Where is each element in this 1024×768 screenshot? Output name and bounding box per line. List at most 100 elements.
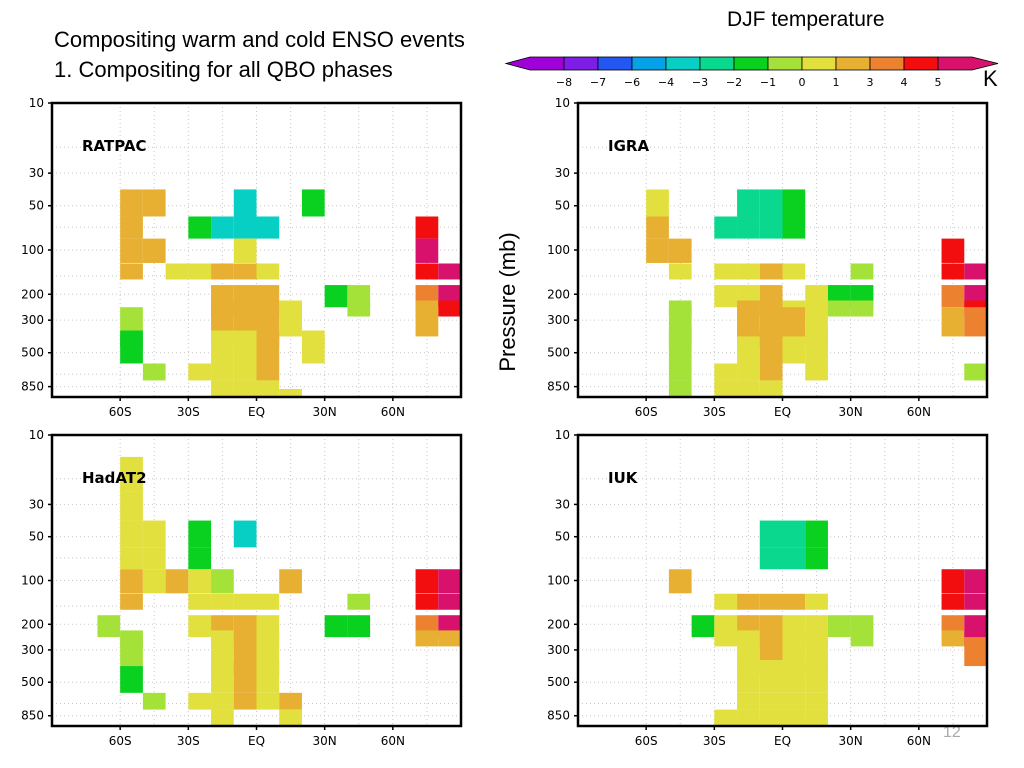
y-tick-label: 100 (547, 243, 570, 257)
colorbar-label: −7 (590, 76, 606, 89)
heatmap-cell (737, 189, 760, 217)
x-tick-label: 60N (907, 405, 931, 419)
y-tick-label: 50 (29, 199, 44, 213)
heatmap-cell (782, 189, 806, 217)
colorbar-bin (665, 56, 701, 71)
heatmap-cell (256, 336, 280, 364)
y-tick-label: 850 (547, 709, 570, 723)
heatmap-cell (850, 300, 874, 317)
heatmap-cell (759, 380, 783, 397)
x-tick-label: 30S (177, 734, 200, 748)
heatmap-cell (438, 630, 461, 647)
slide-title: Compositing warm and cold ENSO events (54, 27, 465, 52)
colorbar-bin (504, 56, 565, 71)
heatmap-cell (142, 692, 166, 710)
colorbar-title: DJF temperature (727, 8, 885, 31)
x-tick-label: 30S (703, 405, 726, 419)
heatmap-cell (737, 263, 760, 280)
heatmap-cell (782, 666, 806, 693)
heatmap-cell (805, 666, 828, 693)
heatmap-cell (646, 189, 669, 217)
heatmap-cell (737, 336, 760, 364)
y-tick-label: 10 (29, 96, 44, 110)
heatmap-cell (782, 718, 806, 726)
y-tick-label: 100 (21, 243, 44, 257)
heatmap-cell (211, 593, 234, 610)
heatmap-cell (782, 307, 806, 337)
y-tick-label: 10 (29, 428, 44, 442)
heatmap-cell (142, 363, 166, 381)
heatmap-cell (142, 238, 166, 263)
heatmap-cell (256, 637, 280, 667)
x-tick-label: EQ (248, 405, 265, 419)
heatmap-cell (301, 189, 325, 217)
heatmap-cell (714, 263, 738, 280)
heatmap-panel-hadat2: 10 30 50 100 200 300 500 850 60S 30S EQ 30N 60N HadAT… (21, 428, 463, 748)
heatmap-cell (120, 569, 143, 594)
heatmap-cell (646, 238, 669, 263)
heatmap-cell (737, 593, 760, 610)
heatmap-cell (120, 666, 143, 693)
heatmap-cell (782, 336, 806, 364)
heatmap-cell (211, 709, 234, 726)
y-tick-label: 30 (29, 497, 44, 511)
heatmap-cell (188, 692, 212, 710)
heatmap-cell (759, 520, 783, 548)
y-tick-label: 200 (21, 617, 44, 631)
heatmap-cell (233, 216, 257, 239)
heatmap-cell (737, 363, 760, 381)
heatmap-cell (782, 216, 806, 239)
heatmap-cell (759, 718, 783, 726)
y-tick-label: 300 (547, 643, 570, 657)
y-tick-label: 10 (555, 428, 570, 442)
panel-title: HadAT2 (82, 469, 147, 487)
heatmap-cell (737, 216, 760, 239)
heatmap-cell (964, 307, 987, 337)
heatmap-cell (691, 615, 715, 638)
colorbar-label: 4 (901, 76, 908, 89)
heatmap-cell (233, 189, 257, 217)
heatmap-cell (759, 666, 783, 693)
heatmap-cell (233, 263, 257, 280)
y-tick-label: 300 (21, 313, 44, 327)
x-tick-label: 30N (313, 734, 337, 748)
heatmap-cell (233, 307, 257, 337)
panel-title: RATPAC (82, 137, 146, 155)
colorbar: −8 −7 −6 −4 −3 −2 −1 0 1 3 4 5 (504, 56, 999, 89)
colorbar-label: −6 (624, 76, 640, 89)
heatmap-cell (941, 569, 965, 594)
heatmap-cell (714, 718, 738, 726)
heatmap-cell (233, 593, 257, 610)
heatmap-cell (714, 363, 738, 381)
x-tick-label: 60S (109, 734, 132, 748)
y-tick-label: 500 (21, 346, 44, 360)
heatmap-cell (941, 285, 965, 308)
heatmap-cell (233, 520, 257, 548)
heatmap-cell (120, 307, 143, 337)
colorbar-units: K (983, 66, 998, 91)
heatmap-cell (233, 666, 257, 693)
y-tick-label: 50 (29, 530, 44, 544)
y-tick-label: 850 (21, 380, 44, 394)
heatmap-cell (279, 307, 302, 337)
heatmap-cell (301, 336, 325, 364)
heatmap-cell (120, 216, 143, 239)
heatmap-cell (279, 569, 302, 594)
heatmap-cell (120, 263, 143, 280)
heatmap-cell (782, 692, 806, 710)
heatmap-cell (256, 263, 280, 280)
heatmap-cell (233, 637, 257, 667)
heatmap-cell (759, 692, 783, 710)
colorbar-label: 0 (799, 76, 806, 89)
heatmap-cell (438, 263, 461, 280)
heatmap-cell (714, 380, 738, 397)
heatmap-cell (714, 593, 738, 610)
heatmap-cell (324, 285, 348, 308)
heatmap-cell (759, 263, 783, 280)
x-tick-label: EQ (774, 405, 791, 419)
heatmap-panel-igra: 10 30 50 100 200 300 500 850 60S 30S EQ 30N 60N IGRA (547, 96, 989, 419)
colorbar-bin (699, 56, 735, 71)
heatmap-cell (850, 263, 874, 280)
colorbar-label: −8 (556, 76, 572, 89)
